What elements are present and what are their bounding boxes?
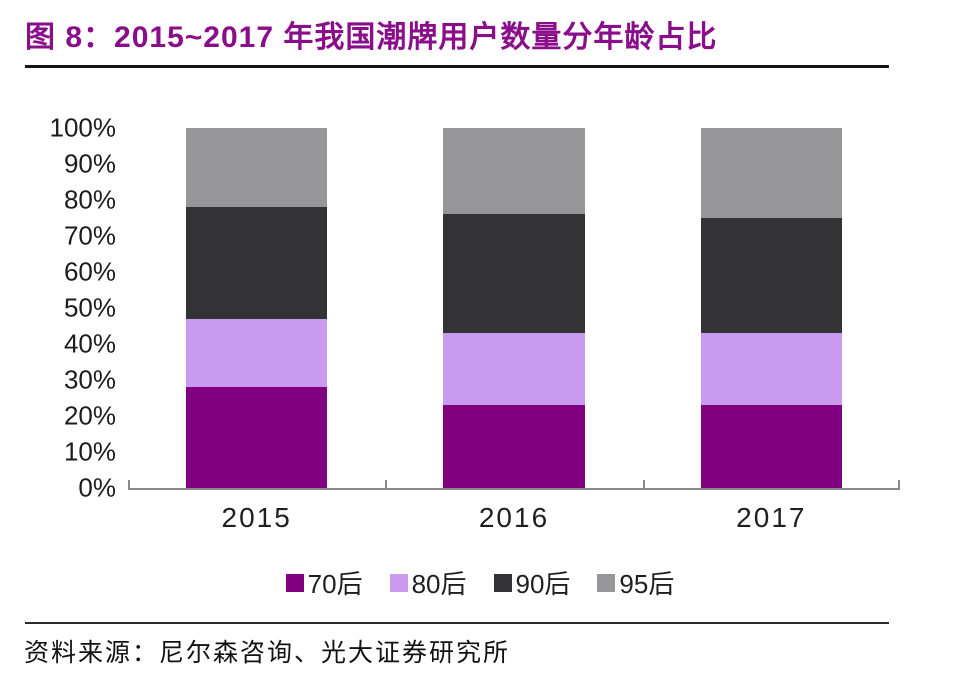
legend-label-80后: 80后 (411, 569, 467, 599)
x-axis-tick (128, 480, 130, 488)
legend-swatch-icon (389, 573, 408, 592)
stacked-bar-2016 (443, 128, 585, 488)
bar-segment-90后-2016 (443, 214, 585, 334)
bar-segment-70后-2017 (700, 405, 843, 488)
x-axis-tick (898, 480, 900, 488)
legend-swatch-icon (493, 573, 512, 592)
source-divider (25, 622, 889, 624)
legend-swatch-icon (597, 573, 616, 592)
y-axis-tick-label: 50% (63, 292, 116, 323)
figure-title: 图 8：2015~2017 年我国潮牌用户数量分年龄占比 (25, 21, 718, 54)
x-axis-label-2015: 2015 (221, 502, 292, 533)
y-axis-tick-label: 30% (63, 364, 116, 395)
legend-swatch-icon (285, 573, 304, 592)
stacked-bar-2017 (700, 128, 843, 488)
y-axis-tick-label: 10% (63, 436, 116, 467)
legend-label-95后: 95后 (619, 569, 675, 599)
bar-column-2016 (385, 128, 642, 488)
y-axis-tick-label: 40% (63, 328, 116, 359)
x-axis-tick (642, 480, 645, 488)
y-axis-tick-label: 90% (63, 148, 116, 179)
bar-segment-95后-2015 (185, 128, 328, 208)
legend-item-95后: 95后 (597, 564, 674, 601)
y-axis-tick-label: 70% (63, 220, 116, 251)
legend-item-70后: 70后 (285, 564, 363, 601)
chart-legend: 70后 80后 90后 95后 (0, 564, 960, 601)
bar-segment-80后-2017 (700, 333, 843, 406)
bar-column-2017 (643, 128, 900, 488)
bar-segment-70后-2016 (443, 405, 585, 488)
x-axis-label-2017: 2017 (736, 502, 807, 533)
bar-column-2015 (128, 128, 385, 488)
x-axis-tick (385, 480, 388, 488)
legend-item-90后: 90后 (493, 564, 571, 601)
legend-label-90后: 90后 (515, 569, 571, 599)
bar-segment-95后-2016 (443, 128, 585, 215)
title-divider (25, 65, 889, 68)
y-axis-tick-label: 100% (49, 112, 117, 143)
source-note: 资料来源：尼尔森咨询、光大证券研究所 (24, 640, 511, 667)
y-axis-tick-label: 80% (63, 184, 116, 215)
x-axis-label-2016: 2016 (478, 502, 550, 533)
plot-area (128, 128, 900, 490)
legend-label-70后: 70后 (307, 569, 363, 599)
y-axis-tick-label: 0% (78, 472, 116, 503)
bar-segment-90后-2017 (700, 218, 843, 334)
bar-segment-80后-2016 (443, 333, 585, 406)
bar-segment-90后-2015 (185, 207, 328, 319)
y-axis-tick-label: 60% (63, 256, 116, 287)
stacked-bar-2015 (185, 128, 328, 488)
bar-segment-80后-2015 (185, 318, 328, 388)
bar-segment-70后-2015 (185, 387, 328, 488)
y-axis-labels: 100% 90% 80% 70% 60% 50% 40% 30% 20% 10% 0% (0, 113, 117, 503)
y-axis-tick-label: 20% (63, 400, 116, 431)
legend-item-80后: 80后 (389, 564, 467, 601)
bar-segment-95后-2017 (700, 128, 843, 219)
